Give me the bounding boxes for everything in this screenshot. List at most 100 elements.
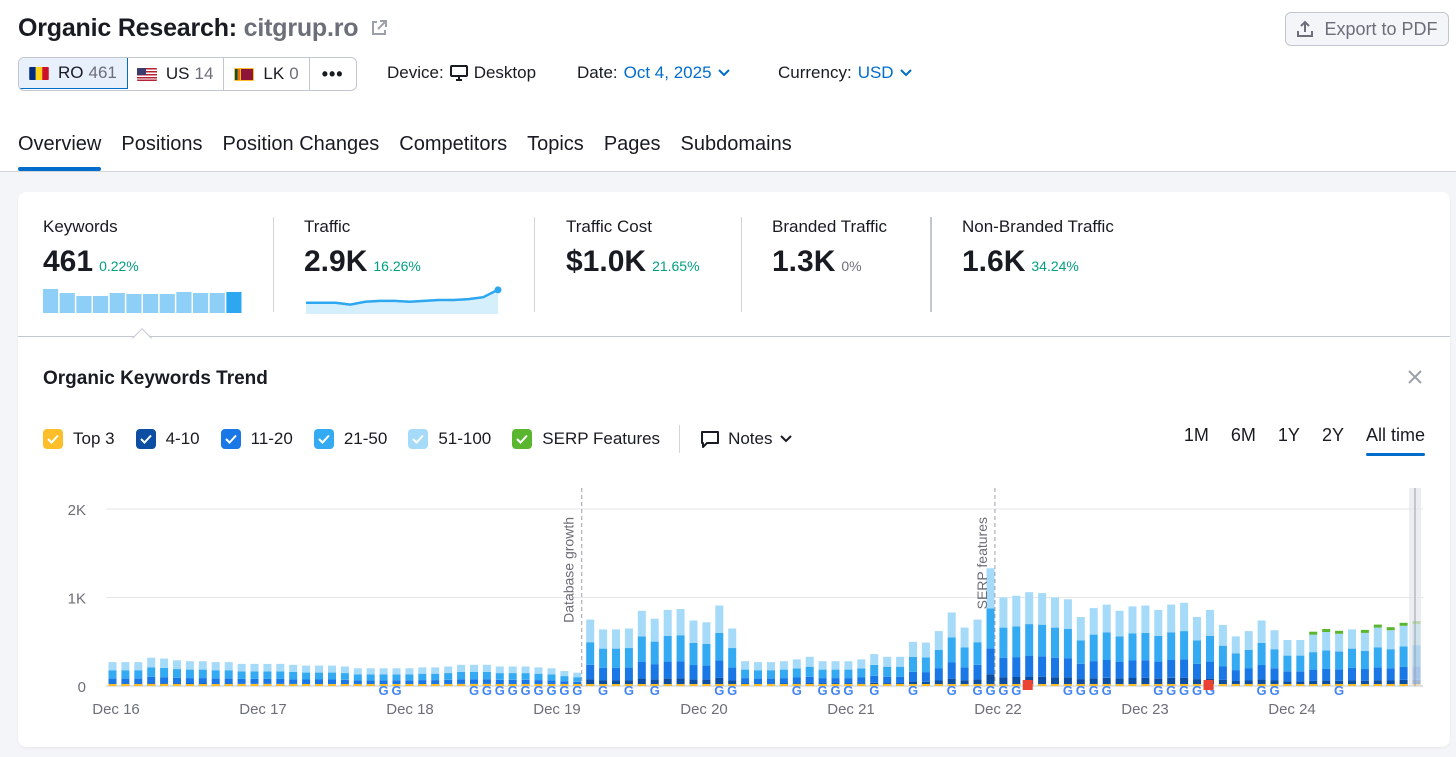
bar-segment [818, 661, 827, 670]
bar-segment [1012, 677, 1021, 686]
legend-51-100[interactable]: 51-100 [408, 429, 491, 449]
bar-segment [470, 679, 478, 684]
bar-segment [702, 643, 711, 666]
bar-segment [366, 668, 375, 675]
google-update-icon: G [391, 683, 401, 698]
bar-segment [211, 662, 220, 671]
tab-competitors[interactable]: Competitors [399, 133, 508, 155]
range-1m[interactable]: 1M [1183, 425, 1209, 445]
bar-segment [405, 674, 414, 681]
legend-11-20[interactable]: 11-20 [220, 429, 293, 449]
top3-segment [366, 684, 375, 686]
currency-selector[interactable]: Currency: USD [778, 63, 912, 83]
top3-segment [1167, 684, 1176, 686]
metric-branded-traffic[interactable]: Branded Traffic 1.3K 0% [772, 217, 887, 278]
serp-feature-segment [1322, 629, 1331, 632]
google-update-icon: G [469, 683, 479, 698]
bar-segment [547, 674, 556, 681]
range-2y[interactable]: 2Y [1321, 425, 1344, 445]
bar-segment [431, 667, 440, 674]
bar-segment [560, 676, 569, 682]
close-icon[interactable] [1406, 368, 1424, 386]
bar-segment [663, 661, 672, 679]
external-link-icon[interactable] [369, 18, 389, 38]
bar-segment [1012, 595, 1021, 627]
top3-segment [1115, 684, 1124, 686]
bar-segment [792, 659, 801, 669]
tab-topics[interactable]: Topics [527, 133, 584, 155]
bar-segment [302, 679, 311, 684]
bar-segment [650, 664, 659, 680]
bar-segment [637, 610, 646, 637]
bar-segment [1399, 680, 1408, 686]
range-6m[interactable]: 6M [1230, 425, 1256, 445]
top3-segment [1128, 684, 1137, 686]
top3-segment [1141, 684, 1150, 686]
tab-positions[interactable]: Positions [121, 133, 203, 155]
metric-traffic[interactable]: Traffic 2.9K 16.26% [304, 217, 421, 278]
bar-segment [185, 661, 194, 670]
bar-segment [921, 681, 930, 686]
tab-position-changes[interactable]: Position Changes [222, 133, 380, 155]
checkbox-checked-icon [313, 429, 334, 449]
bar-segment [844, 669, 853, 678]
google-update-icon: G [559, 683, 569, 698]
database-ro[interactable]: RO 461 [18, 58, 128, 89]
top3-segment [431, 684, 440, 686]
bar-segment [1038, 593, 1047, 625]
legend-top3[interactable]: Top 3 [43, 429, 115, 449]
google-update-icon: G [598, 683, 608, 698]
metric-keywords[interactable]: Keywords 461 0.22% [43, 217, 139, 278]
bar-segment [1193, 640, 1201, 664]
device-selector[interactable]: Device: Desktop [387, 63, 537, 82]
metric-traffic-cost[interactable]: Traffic Cost $1.0K 21.65% [566, 217, 700, 278]
bar-segment [689, 620, 698, 643]
google-update-icon: G [1102, 683, 1112, 698]
bar-segment [767, 662, 775, 671]
google-update-icon: G [1011, 683, 1021, 698]
top3-segment [237, 684, 246, 686]
range-all-time[interactable]: All time [1365, 425, 1426, 456]
bar-segment [1218, 645, 1227, 667]
top3-segment [1038, 684, 1047, 686]
export-pdf-button[interactable]: Export to PDF [1285, 12, 1449, 46]
top3-segment [198, 684, 207, 686]
top3-segment [1270, 684, 1279, 686]
tab-overview[interactable]: Overview [18, 133, 102, 171]
bar-segment [1089, 634, 1098, 662]
bar-segment [715, 605, 724, 633]
bar-segment [805, 656, 814, 667]
bar-segment [224, 670, 233, 679]
top3-segment [818, 684, 827, 686]
bar-segment [147, 667, 156, 677]
bar-segment [495, 679, 504, 685]
bar-segment [754, 670, 762, 679]
legend-4-10[interactable]: 4-10 [135, 429, 200, 449]
top3-segment [960, 684, 969, 686]
bar-segment [1025, 624, 1034, 656]
metric-non-branded-traffic[interactable]: Non-Branded Traffic 1.6K 34.24% [962, 217, 1114, 278]
bar-segment [1283, 640, 1292, 656]
top3-segment [560, 684, 569, 686]
legend-21-50[interactable]: 21-50 [313, 429, 387, 449]
bar-segment [624, 648, 633, 668]
date-selector[interactable]: Date: Oct 4, 2025 [577, 63, 730, 83]
bar-segment [612, 629, 620, 649]
database-lk[interactable]: LK 0 [224, 58, 310, 90]
google-update-icon: G [508, 683, 518, 698]
keywords-sparkline [43, 289, 242, 313]
bar-segment [650, 679, 659, 686]
bar-segment [1270, 630, 1279, 650]
range-1y[interactable]: 1Y [1277, 425, 1300, 445]
top3-segment [547, 684, 556, 686]
legend-serp-features[interactable]: SERP Features [512, 429, 660, 449]
tab-pages[interactable]: Pages [603, 133, 661, 155]
notes-dropdown[interactable]: Notes [700, 429, 793, 449]
tab-subdomains[interactable]: Subdomains [680, 133, 792, 155]
database-us[interactable]: US 14 [127, 58, 225, 90]
bar-segment [263, 671, 272, 679]
bar-segment [689, 665, 698, 680]
bar-segment [276, 671, 285, 679]
more-databases-button[interactable]: ••• [321, 63, 344, 84]
top3-segment [612, 684, 620, 686]
